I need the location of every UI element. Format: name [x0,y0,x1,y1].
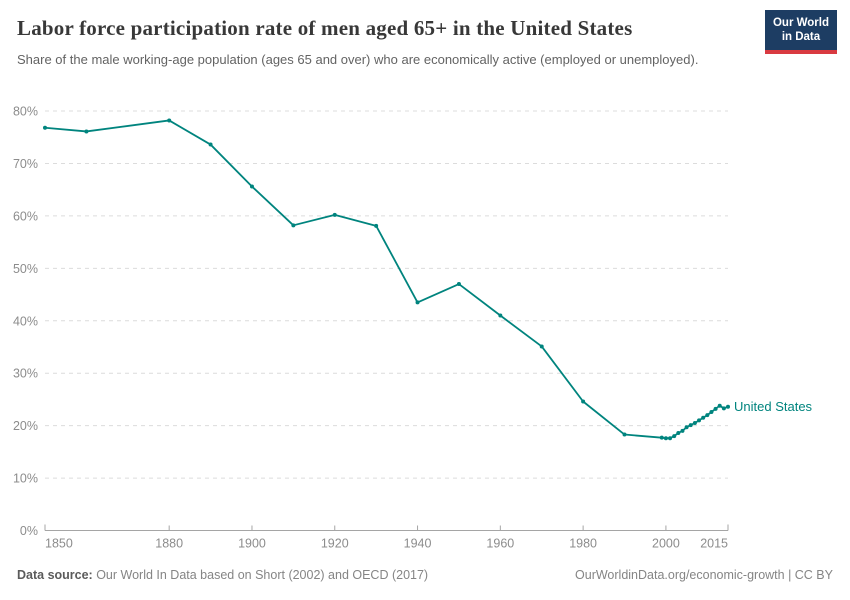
data-point-marker[interactable] [415,300,420,305]
page-title: Labor force participation rate of men ag… [17,16,633,40]
data-point-marker[interactable] [622,432,627,437]
data-point-marker[interactable] [692,421,697,426]
owid-logo[interactable]: Our World in Data [764,10,837,54]
data-point-marker[interactable] [672,434,677,439]
data-point-marker[interactable] [701,415,706,420]
owid-logo-line1: Our World [772,17,829,29]
data-point-marker[interactable] [688,423,693,428]
data-point-marker[interactable] [291,223,296,228]
data-point-marker[interactable] [663,436,668,441]
data-point-marker[interactable] [581,399,586,404]
y-tick-label: 50% [13,262,38,276]
data-point-marker[interactable] [721,406,726,411]
data-point-marker[interactable] [208,142,213,147]
data-point-marker[interactable] [705,413,710,418]
data-point-marker[interactable] [684,425,689,430]
data-point-marker[interactable] [680,428,685,433]
data-point-marker[interactable] [713,406,718,411]
y-tick-label: 80% [13,105,38,119]
data-point-marker[interactable] [659,435,664,440]
series-line[interactable] [44,119,729,440]
x-tick-label: 1940 [404,537,432,551]
owid-logo-line2: in Data [781,31,821,44]
chart-footer: Data source: Our World In Data based on … [17,568,833,582]
x-tick-label: 2000 [652,537,680,551]
data-source-text: Our World In Data based on Short (2002) … [92,568,429,582]
x-tick-label: 1900 [238,537,266,551]
data-source-note: Data source: Our World In Data based on … [17,568,428,582]
data-source-label: Data source: [17,568,93,582]
chart-subtitle: Share of the male working-age population… [17,52,699,67]
credit-link[interactable]: OurWorldinData.org/economic-growth | CC … [575,568,833,582]
data-point-marker[interactable] [697,418,702,423]
x-axis-labels: 1850 1880 1900 1920 1940 1960 1980 2000 2015 [45,537,728,551]
x-tick-label: 1880 [155,537,183,551]
data-point-marker[interactable] [167,118,172,123]
data-point-marker[interactable] [709,409,714,414]
data-point-marker[interactable] [717,403,722,408]
data-point-marker[interactable] [676,430,681,435]
y-tick-label: 60% [13,209,38,223]
data-point-marker[interactable] [249,184,254,189]
data-point-marker[interactable] [539,344,544,349]
y-tick-label: 70% [13,157,38,171]
data-point-marker[interactable] [43,125,47,130]
series-lines: United States [43,118,813,441]
data-point-marker[interactable] [726,404,730,409]
data-point-marker[interactable] [332,212,337,217]
y-tick-label: 0% [20,524,38,538]
series-end-label[interactable]: United States [734,399,813,414]
x-tick-label: 1960 [486,537,514,551]
data-point-marker[interactable] [374,223,379,228]
x-axis [44,524,729,531]
gridlines [45,110,728,479]
data-point-marker[interactable] [668,436,673,441]
x-tick-label: 1850 [45,537,73,551]
data-point-marker[interactable] [456,282,461,287]
x-tick-label: 1980 [569,537,597,551]
y-tick-label: 40% [13,314,38,328]
data-point-marker[interactable] [498,313,503,318]
y-tick-label: 20% [13,419,38,433]
x-tick-label: 1920 [321,537,349,551]
x-tick-label: 2015 [700,537,728,551]
y-axis-labels: 0% 10% 20% 30% 40% 50% 60% 70% 80% [13,105,38,539]
y-tick-label: 30% [13,367,38,381]
data-point-marker[interactable] [84,129,89,134]
y-tick-label: 10% [13,472,38,486]
